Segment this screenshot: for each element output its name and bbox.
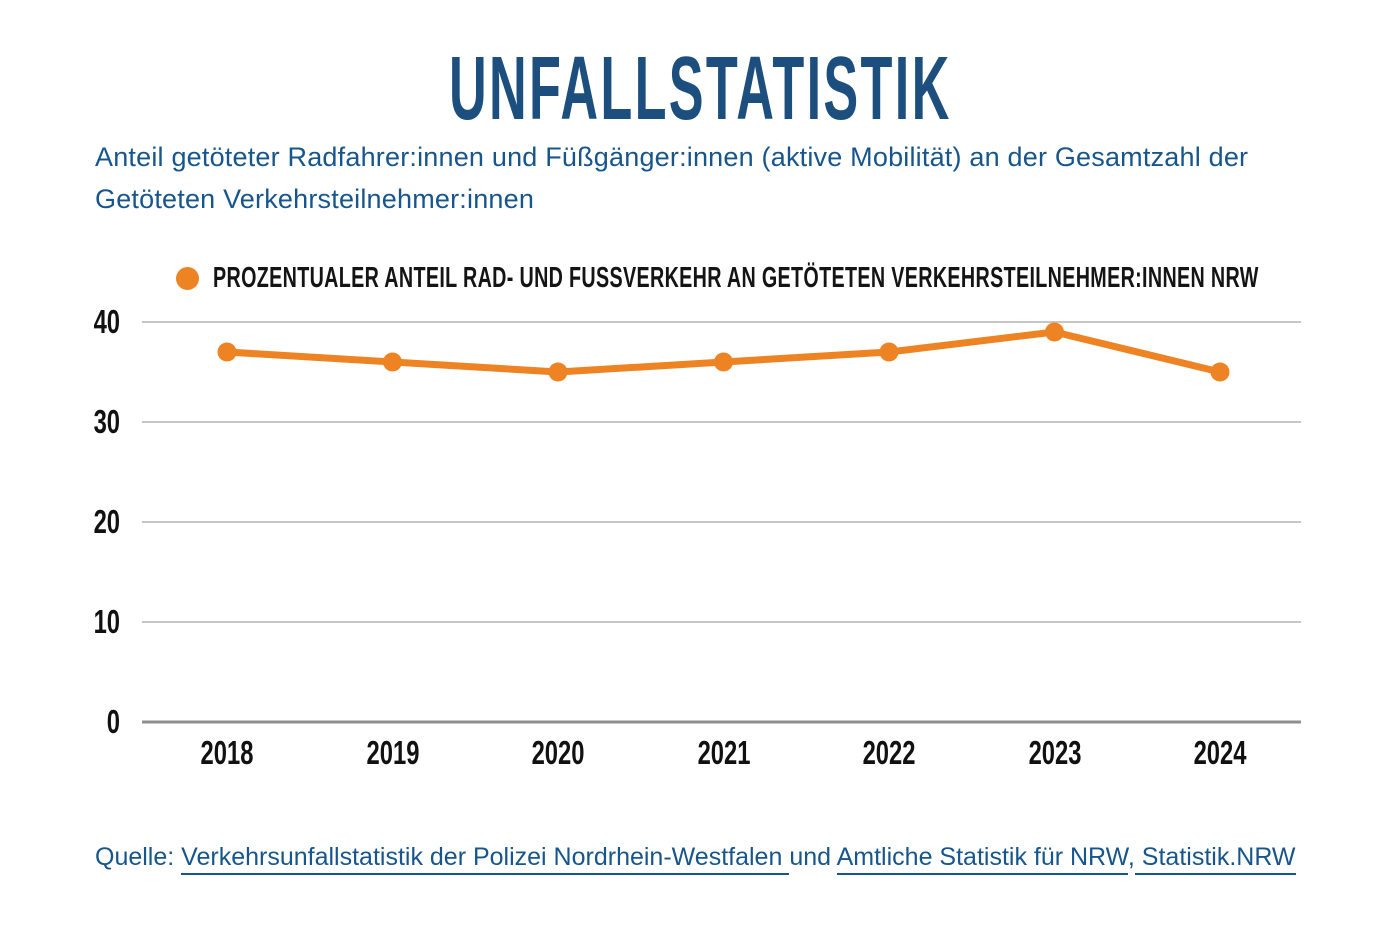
chart-subtitle: Anteil getöteter Radfahrer:innen und Füß… bbox=[95, 142, 1249, 214]
source-text-0: Quelle: bbox=[95, 843, 182, 871]
x-tick-2019: 2019 bbox=[366, 734, 419, 771]
source-text-2: und bbox=[789, 843, 837, 871]
source-link-1[interactable]: Verkehrsunfallstatistik der Polizei Nord… bbox=[181, 843, 790, 875]
data-point-2020 bbox=[548, 362, 568, 382]
x-tick-2021: 2021 bbox=[697, 734, 750, 771]
source-text-4: , bbox=[1127, 843, 1135, 871]
data-point-2022 bbox=[879, 342, 899, 362]
x-tick-2024: 2024 bbox=[1193, 734, 1247, 771]
x-tick-2020: 2020 bbox=[531, 734, 585, 771]
chart-legend: PROZENTUALER ANTEIL RAD- UND FUSSVERKEHR… bbox=[176, 262, 1400, 295]
legend-marker-icon bbox=[176, 267, 199, 290]
page-title: UNFALLSTATISTIK bbox=[0, 44, 1400, 134]
y-tick-10: 10 bbox=[93, 603, 120, 640]
y-tick-30: 30 bbox=[93, 403, 120, 440]
line-chart bbox=[142, 321, 1301, 724]
y-tick-20: 20 bbox=[93, 503, 120, 540]
data-point-2018 bbox=[217, 342, 237, 362]
legend-label-wrap: PROZENTUALER ANTEIL RAD- UND FUSSVERKEHR… bbox=[213, 262, 1400, 295]
data-point-2023 bbox=[1045, 322, 1064, 342]
y-tick-0: 0 bbox=[106, 703, 120, 740]
y-tick-40: 40 bbox=[93, 303, 120, 340]
data-point-2021 bbox=[714, 352, 733, 372]
source-link-5[interactable]: Statistik.NRW bbox=[1134, 843, 1296, 875]
page-title-text: UNFALLSTATISTIK bbox=[448, 39, 952, 139]
x-tick-2023: 2023 bbox=[1028, 734, 1081, 771]
source-link-3[interactable]: Amtliche Statistik für NRW bbox=[836, 843, 1128, 875]
x-tick-2018: 2018 bbox=[200, 734, 254, 771]
x-tick-2022: 2022 bbox=[862, 734, 916, 771]
source-line: Quelle: Verkehrsunfallstatistik der Poli… bbox=[95, 840, 1296, 875]
legend-label: PROZENTUALER ANTEIL RAD- UND FUSSVERKEHR… bbox=[213, 262, 1259, 294]
data-point-2019 bbox=[383, 352, 402, 372]
data-point-2024 bbox=[1210, 362, 1230, 382]
